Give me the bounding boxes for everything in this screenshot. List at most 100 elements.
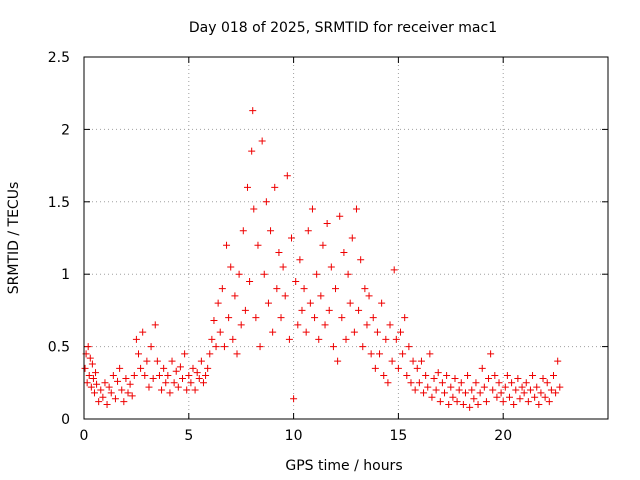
data-point	[97, 386, 105, 394]
data-point	[239, 227, 247, 235]
data-point	[84, 343, 92, 351]
data-point	[141, 372, 149, 380]
data-point	[365, 292, 373, 300]
data-point	[373, 328, 381, 336]
data-point	[355, 306, 363, 314]
data-point	[321, 321, 329, 329]
data-point	[392, 335, 400, 343]
data-point	[92, 369, 100, 377]
data-point	[401, 314, 409, 322]
data-point	[160, 364, 168, 372]
x-tick-label: 10	[285, 428, 303, 444]
data-point	[250, 205, 258, 213]
data-point	[103, 401, 111, 409]
data-point	[541, 393, 549, 401]
data-point	[302, 328, 310, 336]
data-point	[533, 383, 541, 391]
data-point	[327, 263, 335, 271]
data-point	[155, 372, 163, 380]
data-point	[319, 241, 327, 249]
data-point	[457, 379, 465, 387]
data-point	[430, 374, 438, 382]
data-point	[120, 398, 128, 406]
data-point	[420, 389, 428, 397]
data-point	[304, 227, 312, 235]
data-point	[386, 321, 394, 329]
data-point	[206, 350, 214, 358]
data-point	[464, 372, 472, 380]
data-point	[225, 314, 233, 322]
data-point	[273, 285, 281, 293]
data-point	[81, 364, 89, 372]
data-point	[497, 389, 505, 397]
data-point	[151, 321, 159, 329]
data-point	[537, 389, 545, 397]
data-point	[543, 379, 551, 387]
data-point	[445, 401, 453, 409]
data-point	[176, 363, 184, 371]
data-point	[149, 374, 157, 382]
data-point	[520, 389, 528, 397]
data-point	[535, 401, 543, 409]
data-point	[478, 364, 486, 372]
data-point	[267, 227, 275, 235]
data-point	[90, 389, 98, 397]
data-point	[434, 369, 442, 377]
data-point	[470, 395, 478, 403]
data-point	[269, 328, 277, 336]
data-point	[317, 292, 325, 300]
data-point	[256, 343, 264, 351]
data-point	[505, 393, 513, 401]
data-point	[359, 343, 367, 351]
data-point	[204, 364, 212, 372]
data-point	[306, 299, 314, 307]
data-point	[116, 364, 124, 372]
data-point	[181, 350, 189, 358]
data-point	[311, 314, 319, 322]
data-point	[300, 285, 308, 293]
data-point	[162, 379, 170, 387]
data-point	[89, 374, 97, 382]
data-point	[210, 317, 218, 325]
data-point	[252, 314, 260, 322]
data-point	[88, 360, 96, 368]
data-point	[415, 379, 423, 387]
data-point	[158, 386, 166, 394]
data-point	[241, 306, 249, 314]
data-point	[376, 350, 384, 358]
data-point	[361, 285, 369, 293]
data-point	[298, 306, 306, 314]
x-tick-label: 0	[80, 428, 89, 444]
data-point	[199, 379, 207, 387]
data-point	[111, 395, 119, 403]
data-point	[411, 386, 419, 394]
data-point	[237, 321, 245, 329]
y-tick-label: 2.5	[48, 50, 70, 66]
data-point	[183, 386, 191, 394]
data-point	[93, 380, 101, 388]
data-point	[172, 367, 180, 375]
data-point	[554, 357, 562, 365]
data-point	[526, 386, 534, 394]
data-point	[338, 314, 346, 322]
axis-ticks: 0 5 10 15 20 0 0.5 1 1.5 2 2.5	[48, 50, 608, 444]
data-point	[403, 372, 411, 380]
data-point	[179, 374, 187, 382]
data-point	[85, 372, 93, 380]
data-point	[340, 248, 348, 256]
data-point	[202, 372, 210, 380]
data-point	[323, 220, 331, 228]
data-point	[246, 277, 254, 285]
data-point	[426, 350, 434, 358]
y-tick-label: 1.5	[48, 195, 70, 211]
data-point	[258, 137, 266, 145]
data-point	[126, 380, 134, 388]
data-point	[394, 364, 402, 372]
data-point	[164, 372, 172, 380]
data-point	[453, 398, 461, 406]
data-point	[283, 172, 291, 180]
data-point	[461, 389, 469, 397]
data-point	[510, 401, 518, 409]
data-point	[369, 314, 377, 322]
data-point	[233, 350, 241, 358]
